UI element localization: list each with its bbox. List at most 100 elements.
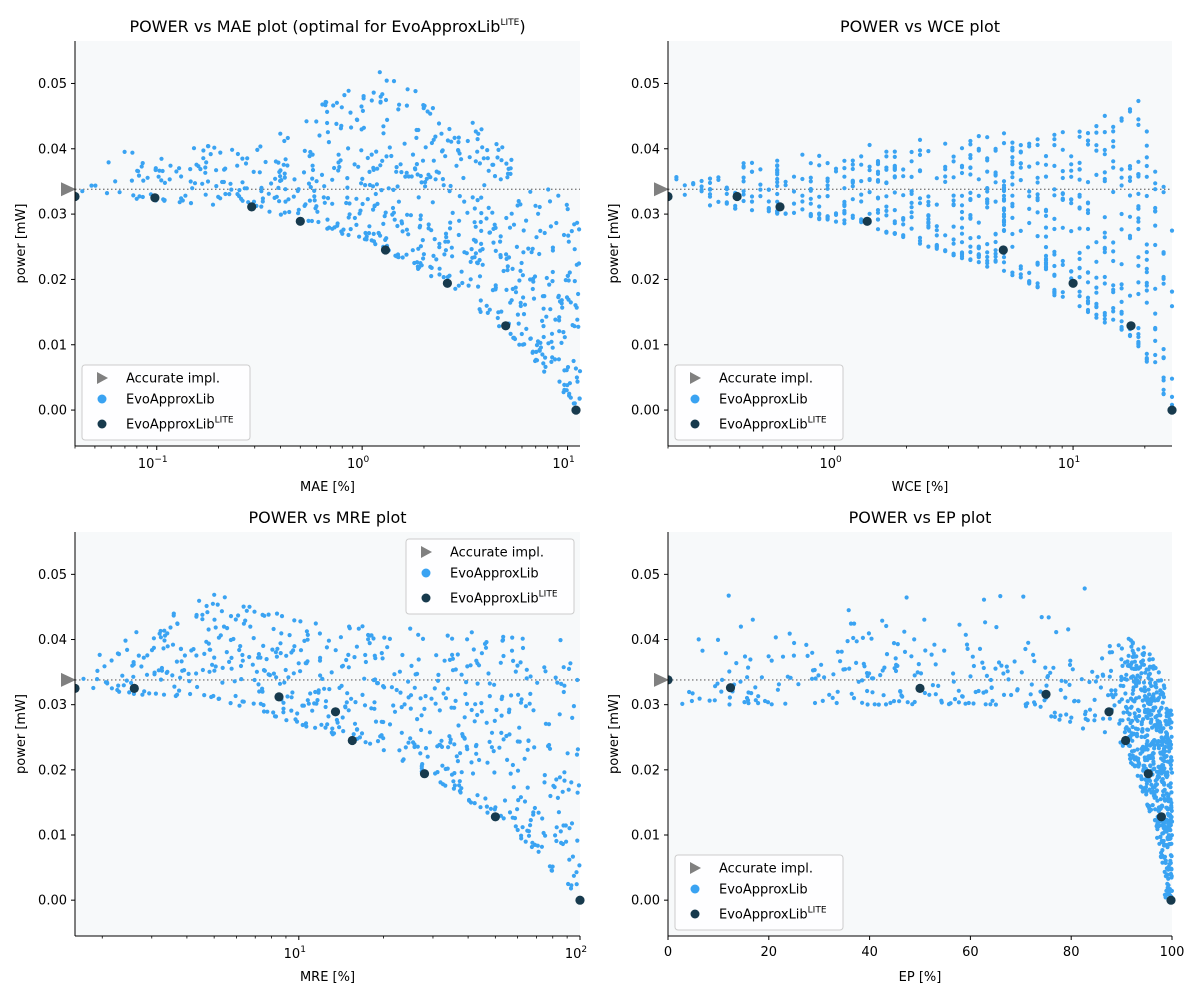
- evo-point: [504, 252, 509, 257]
- evo-point: [1077, 275, 1082, 280]
- evo-point: [384, 154, 389, 159]
- evo-point: [850, 215, 855, 220]
- evo-point: [102, 664, 107, 669]
- evo-point: [1136, 98, 1141, 104]
- evo-point: [535, 680, 540, 685]
- evo-point: [548, 224, 554, 229]
- evo-point: [543, 721, 549, 726]
- evo-point: [822, 675, 827, 680]
- evo-point: [426, 226, 431, 231]
- evo-point: [281, 706, 286, 711]
- evo-point: [345, 691, 350, 696]
- legend-accurate-label: Accurate impl.: [450, 546, 544, 561]
- evo-point: [1135, 773, 1140, 778]
- evo-point: [1150, 657, 1155, 662]
- evo-point: [97, 652, 102, 658]
- evo-point: [381, 684, 386, 689]
- evo-point: [1119, 118, 1124, 123]
- evo-point: [366, 637, 371, 642]
- x-tick-label: 100: [820, 455, 843, 472]
- evo-point: [1151, 751, 1156, 756]
- evo-point: [295, 711, 300, 716]
- evo-point: [140, 194, 145, 200]
- evo-point: [1025, 701, 1030, 706]
- evo-point: [238, 644, 243, 649]
- evo-point: [808, 214, 813, 219]
- evo-point: [469, 760, 474, 765]
- evo-point: [1167, 826, 1172, 832]
- evo-point: [943, 248, 948, 253]
- evo-point: [1001, 196, 1007, 202]
- evo-point: [758, 182, 763, 187]
- evo-point: [976, 134, 981, 139]
- evo-point: [1123, 691, 1128, 696]
- evo-point: [850, 197, 855, 202]
- evo-point: [270, 647, 275, 652]
- evo-point: [1136, 117, 1141, 122]
- evo-point: [306, 218, 311, 223]
- evo-point: [1125, 659, 1130, 664]
- evo-point: [346, 232, 351, 238]
- evo-point: [1127, 332, 1133, 338]
- evo-point: [775, 687, 781, 692]
- evo-point: [1101, 716, 1106, 721]
- lite-point: [75, 191, 80, 202]
- evo-point: [434, 653, 439, 658]
- evo-point: [413, 167, 418, 172]
- evo-point: [465, 138, 470, 144]
- evo-point: [805, 653, 810, 659]
- evo-point: [1010, 244, 1015, 249]
- y-axis-label: power [mW]: [607, 694, 622, 774]
- evo-point: [451, 779, 456, 784]
- evo-point: [515, 827, 520, 833]
- evo-point: [893, 668, 899, 674]
- evo-point: [850, 184, 855, 189]
- evo-point: [162, 638, 167, 643]
- evo-point: [541, 306, 546, 311]
- evo-point: [1095, 674, 1100, 679]
- evo-point: [286, 675, 291, 680]
- lite-point: [1166, 895, 1176, 905]
- evo-point: [357, 735, 362, 740]
- evo-point: [504, 733, 509, 739]
- evo-point: [860, 635, 866, 641]
- evo-point: [369, 98, 374, 103]
- evo-point: [700, 648, 705, 653]
- evo-point: [80, 189, 85, 194]
- legend-evo-label: EvoApproxLib: [719, 883, 808, 898]
- evo-point: [245, 156, 250, 161]
- evo-point: [1063, 695, 1068, 700]
- evo-point: [946, 702, 952, 707]
- evo-point: [1153, 242, 1158, 248]
- evo-point: [699, 187, 704, 192]
- evo-point: [926, 217, 931, 222]
- evo-point: [577, 396, 582, 401]
- evo-point: [574, 752, 580, 757]
- evo-point: [1102, 215, 1107, 220]
- evo-point: [1129, 666, 1134, 671]
- evo-point: [339, 229, 344, 234]
- evo-point: [800, 207, 805, 212]
- evo-point: [1035, 180, 1040, 185]
- evo-point: [1119, 167, 1124, 172]
- evo-point: [497, 745, 502, 750]
- evo-point: [445, 275, 450, 280]
- evo-point: [1077, 205, 1082, 210]
- evo-point: [985, 242, 990, 247]
- evo-point: [324, 645, 329, 650]
- evo-point: [566, 278, 571, 283]
- evo-point: [1052, 216, 1057, 221]
- evo-point: [988, 677, 994, 683]
- evo-point: [1035, 198, 1040, 203]
- evo-point: [106, 160, 111, 165]
- evo-point: [571, 401, 576, 406]
- evo-point: [690, 691, 695, 696]
- evo-point: [509, 693, 514, 698]
- evo-point: [334, 100, 339, 105]
- evo-point: [140, 161, 145, 166]
- legend-lite-label: EvoApproxLibLITE: [450, 590, 558, 607]
- legend-accurate-marker: [690, 372, 701, 384]
- evo-point: [1052, 193, 1057, 198]
- evo-point: [561, 665, 566, 670]
- evo-point: [1161, 752, 1166, 758]
